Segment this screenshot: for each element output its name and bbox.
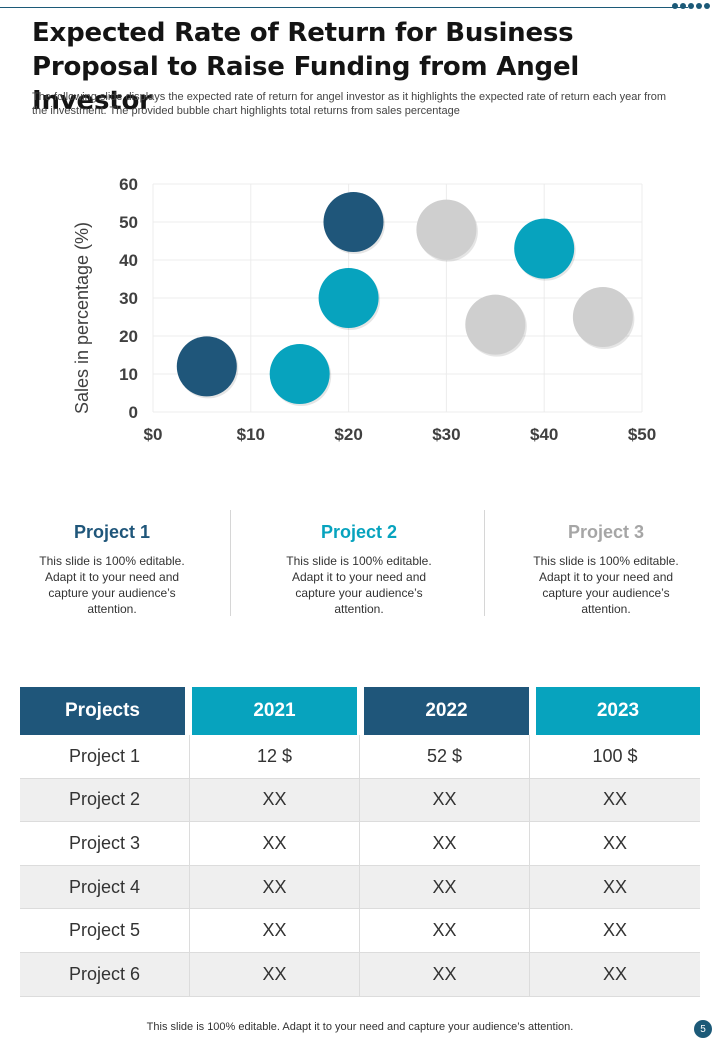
- table-row: Project 4 XX XX XX: [20, 865, 700, 910]
- divider: [230, 510, 231, 616]
- bubble-point: [318, 268, 379, 328]
- table-cell: XX: [602, 920, 627, 941]
- table-header: Projects 2021 2022 2023: [20, 687, 700, 735]
- page-number: 5: [694, 1020, 712, 1038]
- table-cell: XX: [602, 832, 627, 853]
- table-cell: XX: [360, 909, 530, 952]
- row-label: Project 3: [20, 822, 190, 865]
- y-tick-label: 10: [119, 365, 138, 384]
- table-body: Project 1 12 $52 $100 $ Project 2 XX XX XX Pro…: [20, 735, 700, 997]
- row-label: Project 5: [20, 909, 190, 952]
- project-card-3: Project 3 This slide is 100% editable. A…: [511, 508, 701, 617]
- header-2023: 2023: [536, 687, 700, 735]
- table-cell: XX: [602, 963, 627, 984]
- row-label: Project 2: [20, 778, 190, 822]
- project-card-1: Project 1 This slide is 100% editable. A…: [17, 508, 207, 617]
- table-cell: XX: [360, 822, 530, 865]
- project-card-2: Project 2 This slide is 100% editable. A…: [264, 508, 454, 617]
- header-2021: 2021: [192, 687, 357, 735]
- row-label: Project 6: [20, 952, 190, 996]
- y-tick-label: 60: [119, 175, 138, 194]
- table-cell: XX: [360, 952, 530, 996]
- decorative-dots: [672, 3, 710, 9]
- table-row: Project 5 XX XX XX: [20, 909, 700, 953]
- bubble-point: [176, 336, 237, 397]
- y-tick-label: 40: [119, 251, 138, 270]
- y-tick-label: 50: [119, 213, 138, 232]
- header-projects: Projects: [20, 687, 185, 735]
- table-cell: XX: [190, 865, 360, 909]
- x-tick-label: $0: [144, 425, 163, 444]
- bubble-chart: 0 10 20 30 40 50 60 $0 $10 $20 $30 $40 $50 Sales in p…: [72, 175, 656, 444]
- table-cell: XX: [190, 952, 360, 996]
- project-description: This slide is 100% editable. Adapt it to…: [39, 554, 185, 616]
- project-description: This slide is 100% editable. Adapt it to…: [533, 554, 679, 616]
- project-description: This slide is 100% editable. Adapt it to…: [286, 554, 432, 616]
- y-tick-label: 20: [119, 327, 138, 346]
- table-row: Project 3 XX XX XX: [20, 822, 700, 866]
- table-cell: XX: [360, 778, 530, 822]
- y-tick-label: 0: [129, 403, 138, 422]
- x-tick-label: $20: [334, 425, 362, 444]
- project-title: Project 2: [320, 522, 398, 542]
- header-2022: 2022: [364, 687, 529, 735]
- returns-table: Projects 2021 2022 2023 Project 1 12 $52 …: [20, 687, 700, 997]
- table-cell: 52 $: [360, 735, 530, 778]
- page-subtitle: The following slide displays the expecte…: [32, 91, 667, 117]
- row-label: Project 4: [20, 865, 190, 909]
- table-cell: 12 $: [190, 735, 360, 778]
- x-tick-label: $40: [530, 425, 558, 444]
- projects-summary: Project 1 This slide is 100% editable. A…: [0, 508, 720, 618]
- table-cell: XX: [190, 822, 360, 865]
- x-tick-label: $50: [628, 425, 656, 444]
- bubble-point: [416, 199, 477, 260]
- project-title: Project 1: [73, 522, 151, 542]
- x-tick-label: $30: [432, 425, 460, 444]
- row-label: Project 1: [20, 735, 190, 778]
- bubble-point: [269, 344, 330, 404]
- y-axis-label: Sales in percentage (%): [72, 222, 92, 414]
- table-cell: XX: [602, 789, 627, 810]
- footer-note: This slide is 100% editable. Adapt it to…: [146, 1021, 574, 1033]
- bubble-point: [514, 218, 575, 279]
- table-cell: 100 $: [592, 745, 638, 766]
- project-title: Project 3: [567, 522, 645, 542]
- bubble-point: [572, 287, 633, 347]
- table-row: Project 6 XX XX XX: [20, 952, 700, 997]
- table-cell: XX: [190, 909, 360, 952]
- table-cell: XX: [360, 865, 530, 909]
- divider: [484, 510, 485, 616]
- page-title: Expected Rate of Return for Business Pro…: [32, 18, 580, 116]
- y-tick-label: 30: [119, 289, 138, 308]
- table-row: Project 2 XX XX XX: [20, 778, 700, 823]
- table-row: Project 1 12 $52 $ 100 $: [20, 735, 700, 779]
- table-cell: XX: [602, 876, 627, 897]
- bubble-point: [465, 294, 526, 355]
- top-rule: [0, 7, 688, 8]
- table-cell: XX: [190, 778, 360, 822]
- bubble-point: [323, 192, 384, 252]
- x-tick-label: $10: [237, 425, 265, 444]
